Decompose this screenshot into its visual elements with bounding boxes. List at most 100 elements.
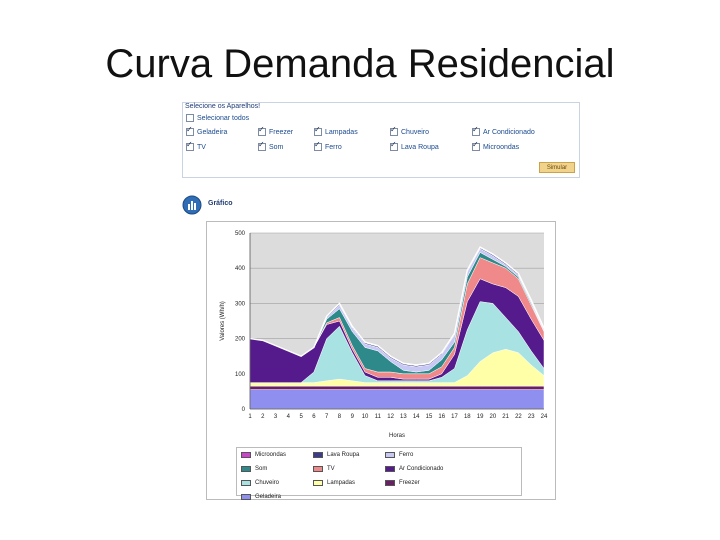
legend-swatch [241, 466, 251, 472]
area-series-freezer [249, 385, 545, 390]
x-tick-label: 2 [261, 414, 265, 420]
legend-item-freezer: Freezer [385, 480, 420, 486]
legend-item-som: Som [241, 466, 267, 472]
legend-swatch [385, 452, 395, 458]
x-tick-label: 16 [438, 414, 445, 420]
legend-swatch [313, 452, 323, 458]
graph-section-label: Gráfico [208, 200, 233, 207]
check-icon[interactable] [472, 140, 480, 151]
legend-label: Chuveiro [255, 480, 280, 486]
checkbox-microondas[interactable]: Microondas [472, 140, 520, 151]
checkbox-label: TV [197, 143, 206, 151]
y-tick-label: 200 [235, 337, 246, 343]
legend-label: Geladeira [255, 494, 282, 500]
panel-header: Selecione os Aparelhos! [185, 103, 261, 110]
legend-item-ferro: Ferro [385, 452, 413, 458]
x-tick-label: 24 [541, 414, 548, 420]
legend-swatch [385, 466, 395, 472]
legend-label: TV [327, 466, 335, 472]
y-tick-label: 100 [235, 372, 246, 378]
check-icon[interactable] [258, 140, 266, 151]
checkbox-label: Lampadas [325, 128, 358, 136]
select-all-checkbox[interactable]: Selecionar todos [186, 114, 249, 122]
check-icon[interactable] [390, 140, 398, 151]
chart-icon [182, 195, 202, 215]
legend-label: Som [255, 466, 268, 472]
checkbox-ar-condicionado[interactable]: Ar Condicionado [472, 125, 535, 136]
checkbox-lava-roupa[interactable]: Lava Roupa [390, 140, 439, 151]
check-icon[interactable] [186, 125, 194, 136]
x-tick-label: 13 [400, 414, 407, 420]
checkbox-label: Lava Roupa [401, 143, 439, 151]
x-tick-label: 15 [426, 414, 433, 420]
check-icon[interactable] [186, 140, 194, 151]
legend-swatch [385, 480, 395, 486]
checkbox-box[interactable] [186, 114, 194, 122]
y-tick-label: 0 [242, 407, 246, 413]
x-tick-label: 19 [477, 414, 484, 420]
x-tick-label: 10 [362, 414, 369, 420]
x-tick-label: 12 [387, 414, 394, 420]
check-icon[interactable] [258, 125, 266, 136]
y-tick-label: 400 [235, 266, 246, 272]
legend-item-lava-roupa: Lava Roupa [313, 452, 359, 458]
x-axis-label: Horas [389, 433, 405, 439]
legend-label: Ferro [399, 452, 414, 458]
legend-label: Lava Roupa [327, 452, 360, 458]
x-tick-label: 9 [351, 414, 355, 420]
checkbox-geladeira[interactable]: Geladeira [186, 125, 228, 136]
slide-title: Curva Demanda Residencial [105, 42, 615, 86]
checkbox-chuveiro[interactable]: Chuveiro [390, 125, 430, 136]
x-tick-label: 5 [299, 414, 303, 420]
checkbox-ferro[interactable]: Ferro [314, 140, 342, 151]
checkbox-label: Geladeira [197, 128, 228, 136]
checkbox-label: Som [269, 143, 284, 151]
x-tick-label: 22 [515, 414, 522, 420]
x-tick-label: 7 [325, 414, 329, 420]
checkbox-lampadas[interactable]: Lampadas [314, 125, 358, 136]
legend-label: Microondas [255, 452, 287, 458]
legend-item-ar-condicionado: Ar Condicionado [385, 466, 443, 472]
legend-swatch [313, 466, 323, 472]
x-tick-label: 1 [248, 414, 252, 420]
checkbox-som[interactable]: Som [258, 140, 284, 151]
legend-item-microondas: Microondas [241, 452, 286, 458]
y-tick-label: 300 [235, 301, 246, 307]
checkbox-freezer[interactable]: Freezer [258, 125, 294, 136]
checkbox-label: Chuveiro [401, 128, 430, 136]
check-icon[interactable] [472, 125, 480, 136]
select-all-label: Selecionar todos [197, 114, 250, 122]
checkbox-label: Ar Condicionado [483, 128, 535, 136]
legend-swatch [313, 480, 323, 486]
legend-swatch [241, 480, 251, 486]
x-tick-label: 14 [413, 414, 420, 420]
x-tick-label: 4 [287, 414, 291, 420]
x-tick-label: 11 [375, 414, 382, 420]
legend-label: Lampadas [327, 480, 356, 486]
legend-item-tv: TV [313, 466, 335, 472]
checkbox-label: Freezer [269, 128, 294, 136]
checkbox-tv[interactable]: TV [186, 140, 206, 151]
check-icon[interactable] [314, 125, 322, 136]
check-icon[interactable] [390, 125, 398, 136]
legend-item-chuveiro: Chuveiro [241, 480, 279, 486]
legend-swatch [241, 494, 251, 500]
x-tick-label: 8 [338, 414, 342, 420]
y-axis-label: Valores (Wh/h) [220, 301, 226, 341]
x-tick-label: 21 [502, 414, 509, 420]
y-tick-label: 500 [235, 231, 246, 237]
total-outline [249, 246, 545, 366]
simulate-button[interactable]: Simular [539, 162, 575, 173]
x-tick-label: 3 [274, 414, 278, 420]
legend-item-geladeira: Geladeira [241, 494, 281, 500]
appliance-selection-panel [182, 102, 580, 178]
legend-item-lampadas: Lampadas [313, 480, 355, 486]
checkbox-label: Ferro [325, 143, 342, 151]
x-tick-label: 23 [528, 414, 535, 420]
x-tick-label: 20 [490, 414, 497, 420]
check-icon[interactable] [314, 140, 322, 151]
x-tick-label: 18 [464, 414, 471, 420]
checkbox-label: Microondas [483, 143, 520, 151]
legend-swatch [241, 452, 251, 458]
